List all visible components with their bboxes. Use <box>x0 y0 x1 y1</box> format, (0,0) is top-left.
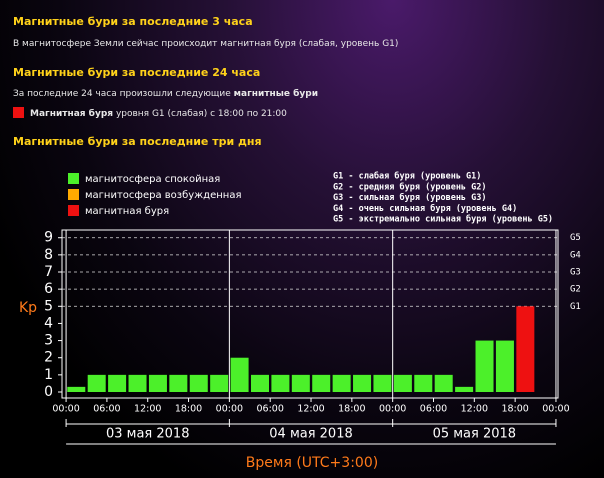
y2-tick-label: G2 <box>570 285 581 295</box>
y-tick-label: 7 <box>44 264 53 280</box>
y-tick-label: 6 <box>44 281 53 297</box>
heading: Магнитные бури за последние 24 часа <box>13 66 261 79</box>
event-row: Магнитная буря уровня G1 (слабая) с 18:0… <box>13 107 287 119</box>
y-tick-label: 8 <box>44 247 53 263</box>
day-label: 04 мая 2018 <box>269 427 352 442</box>
day-label: 03 мая 2018 <box>106 427 189 442</box>
bar <box>312 374 331 392</box>
day-label: 05 мая 2018 <box>433 427 516 442</box>
x-tick-label: 12:00 <box>297 404 324 415</box>
bar <box>230 357 249 392</box>
bar <box>108 374 127 392</box>
bar <box>148 374 167 392</box>
bar <box>250 374 269 392</box>
legend-label: магнитосфера возбужденная <box>85 190 241 201</box>
x-tick-label: 18:00 <box>175 404 202 415</box>
y-tick-label: 1 <box>44 367 53 383</box>
text-bold: магнитные бури <box>233 89 319 99</box>
legend-swatch <box>68 189 79 200</box>
bar <box>516 306 535 392</box>
bar <box>393 374 412 392</box>
x-axis-label: Время (UTC+3:00) <box>246 455 378 471</box>
g-legend-item: G3 - сильная буря (уровень G3) <box>333 192 487 203</box>
y2-tick-label: G4 <box>570 250 581 260</box>
bar <box>210 374 229 392</box>
bar <box>67 386 86 392</box>
bar <box>353 374 372 392</box>
y2-tick-label: G3 <box>570 268 581 278</box>
text: За последние 24 часа произошли следующие <box>13 89 231 99</box>
x-tick-label: 00:00 <box>379 404 406 415</box>
status-text: В магнитосфере Земли сейчас происходит м… <box>13 39 399 49</box>
y-tick-label: 5 <box>44 298 53 314</box>
bar <box>332 374 351 392</box>
legend-label: магнитная буря <box>85 206 169 217</box>
event-title: Магнитная буря <box>30 109 114 119</box>
bar <box>475 340 494 392</box>
x-tick-label: 00:00 <box>542 404 569 415</box>
y-tick-label: 3 <box>44 333 53 349</box>
bar <box>455 386 474 392</box>
heading: Магнитные бури за последние 3 часа <box>13 15 253 28</box>
y-axis-label: Kp <box>19 300 37 316</box>
y2-tick-label: G1 <box>570 302 581 312</box>
x-tick-label: 06:00 <box>420 404 447 415</box>
plot-frame <box>61 229 559 399</box>
y-tick-label: 0 <box>44 384 53 400</box>
bar <box>291 374 310 392</box>
bar <box>189 374 208 392</box>
x-tick-label: 00:00 <box>216 404 243 415</box>
x-tick-label: 06:00 <box>257 404 284 415</box>
bar <box>373 374 392 392</box>
legend-swatch <box>68 173 79 184</box>
y-tick-label: 4 <box>44 315 53 331</box>
y2-tick-label: G5 <box>570 233 581 243</box>
legend-swatch <box>68 205 79 216</box>
heading: Магнитные бури за последние три дня <box>13 135 262 148</box>
event-text: уровня G1 (слабая) с 18:00 по 21:00 <box>115 109 287 119</box>
x-tick-label: 06:00 <box>93 404 120 415</box>
g-legend-item: G2 - средняя буря (уровень G2) <box>333 181 487 192</box>
x-tick-label: 18:00 <box>338 404 365 415</box>
bar <box>434 374 453 392</box>
y-tick-label: 2 <box>44 350 53 366</box>
bar <box>87 374 106 392</box>
legend-label: магнитосфера спокойная <box>85 174 220 185</box>
bar <box>128 374 147 392</box>
bar <box>169 374 188 392</box>
y-tick-label: 9 <box>44 230 53 246</box>
g-legend-item: G1 - слабая буря (уровень G1) <box>333 171 481 182</box>
event-color <box>13 107 24 118</box>
x-tick-label: 00:00 <box>52 404 79 415</box>
g-legend-item: G4 - очень сильная буря (уровень G4) <box>333 203 517 214</box>
bar <box>414 374 433 392</box>
bar <box>271 374 290 392</box>
g-legend-item: G5 - экстремально сильная буря (уровень … <box>333 214 553 225</box>
x-tick-label: 18:00 <box>501 404 528 415</box>
bar <box>495 340 514 392</box>
x-tick-label: 12:00 <box>134 404 161 415</box>
summary-text: За последние 24 часа произошли следующие… <box>13 89 318 99</box>
x-tick-label: 12:00 <box>461 404 488 415</box>
